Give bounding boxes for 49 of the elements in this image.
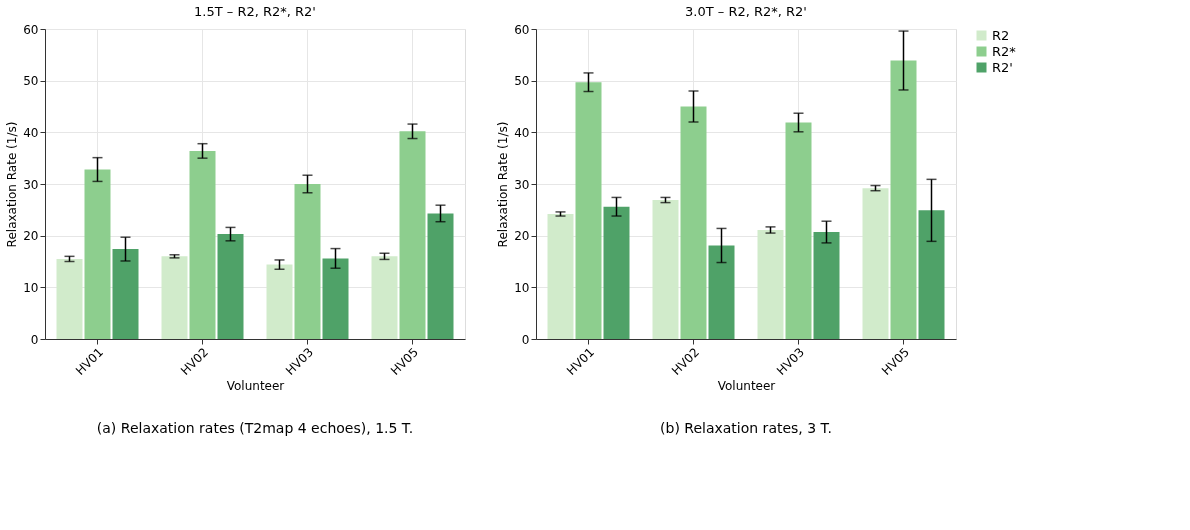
bar: [652, 200, 679, 339]
bar: [322, 258, 349, 339]
bar: [785, 122, 812, 339]
bar: [918, 210, 945, 339]
bar: [603, 206, 630, 339]
legend-label: R2: [992, 27, 1010, 43]
bar: [56, 258, 83, 339]
bar: [680, 106, 707, 339]
bar: [862, 188, 889, 339]
chart-title: 1.5T – R2, R2*, R2': [194, 4, 316, 19]
y-tick-label: 0: [30, 332, 39, 347]
text: (a) Relaxation rates (T2map 4 echoes), 1.5 T.: [96, 420, 414, 436]
y-tick-label: 40: [514, 125, 530, 140]
bar: [217, 234, 244, 339]
bar: [189, 150, 216, 339]
bar: [890, 60, 917, 339]
y-tick-label: 10: [514, 280, 530, 295]
y-axis-title: Relaxation Rate (1/s): [5, 121, 20, 248]
bar: [399, 131, 426, 339]
bar: [371, 256, 398, 339]
text: (b) Relaxation rates, 3 T.: [660, 420, 832, 436]
bar: [708, 245, 735, 339]
bar: [161, 256, 188, 339]
chart-title: 3.0T – R2, R2*, R2': [685, 4, 807, 19]
y-tick-label: 60: [514, 22, 530, 37]
y-tick-label: 10: [23, 280, 39, 295]
y-tick-label: 20: [23, 229, 39, 244]
bar: [294, 184, 321, 339]
y-tick-label: 50: [23, 74, 39, 89]
y-tick-label: 30: [23, 177, 39, 192]
y-axis-title: Relaxation Rate (1/s): [496, 121, 511, 248]
y-tick-label: 0: [521, 332, 530, 347]
bar: [575, 82, 602, 339]
bar: [757, 229, 784, 339]
x-axis-title: Volunteer: [717, 379, 776, 394]
bar: [427, 213, 454, 339]
legend-label: R2*: [992, 43, 1017, 59]
bar: [112, 249, 139, 339]
y-tick-label: 50: [514, 74, 530, 89]
bar: [547, 213, 574, 339]
y-tick-label: 60: [23, 22, 39, 37]
bar: [266, 264, 293, 339]
y-tick-label: 40: [23, 125, 39, 140]
bar: [84, 169, 111, 339]
y-tick-label: 30: [514, 177, 530, 192]
y-tick-label: 20: [514, 229, 530, 244]
legend-label: R2': [992, 59, 1013, 75]
x-axis-title: Volunteer: [226, 379, 285, 394]
bar: [813, 232, 840, 339]
